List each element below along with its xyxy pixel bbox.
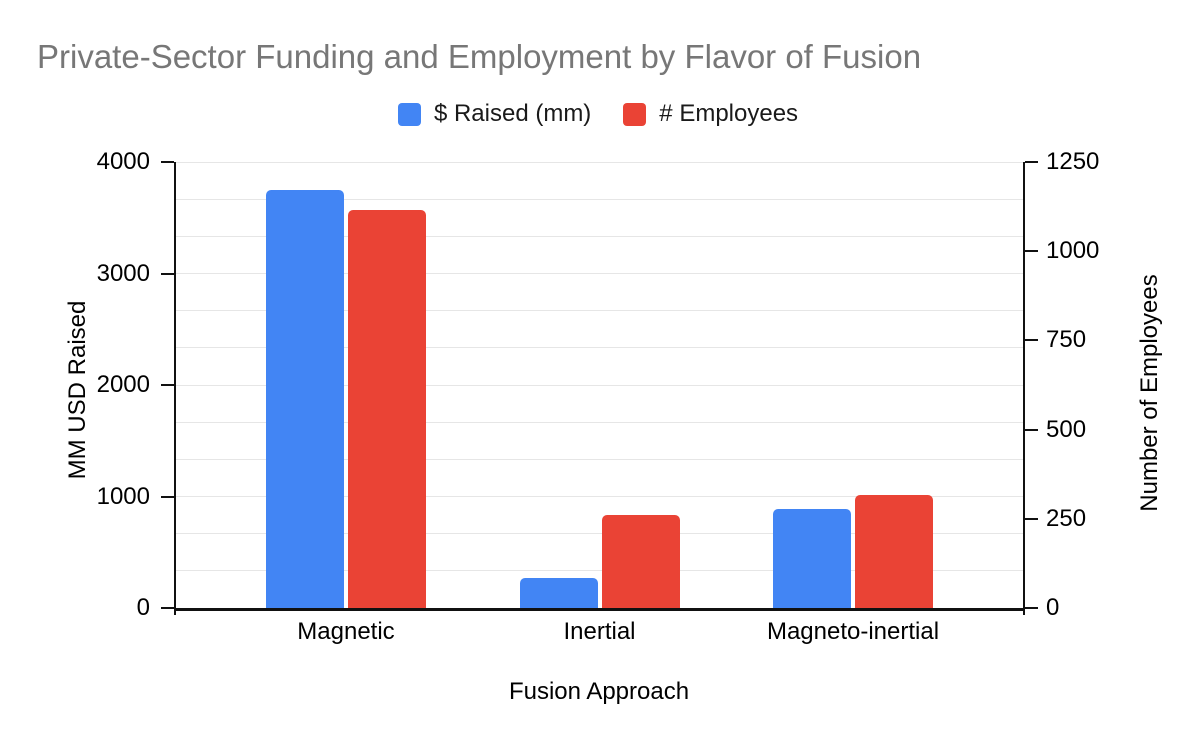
legend-item-employees[interactable]: # Employees: [623, 100, 798, 128]
left-axis-tick-label: 1000: [96, 482, 150, 510]
left-axis-tick-label: 3000: [96, 259, 150, 287]
legend-label-raised: $ Raised (mm): [433, 100, 592, 127]
x-axis-title: Fusion Approach: [508, 678, 690, 705]
right-axis-tick-label: 500: [1046, 415, 1087, 443]
gridline: [176, 533, 1023, 535]
right-axis-tick-label: 0: [1046, 594, 1060, 621]
gridline: [176, 235, 1023, 237]
left-axis-line: [174, 162, 176, 608]
left-axis-title: MM USD Raised: [64, 300, 91, 480]
left-axis-tick: [161, 384, 174, 386]
gridline: [176, 496, 1023, 497]
right-axis-tick: [1025, 517, 1038, 520]
gridline: [176, 273, 1023, 274]
bar-inertial-employees[interactable]: [601, 515, 680, 608]
legend-swatch-employees: [623, 102, 647, 126]
x-axis-line: [174, 608, 1025, 611]
bar-magnetic-employees[interactable]: [348, 210, 426, 608]
left-axis-tick-label: 4000: [96, 148, 150, 175]
right-axis-line: [1023, 162, 1025, 608]
right-axis-tick: [1025, 607, 1038, 609]
right-axis-tick: [1025, 161, 1038, 163]
plot-area: 0 1000 2000 3000 4000 0 250 500 750 1000 1250 Magne…: [97, 150, 1100, 646]
bar-magneto-inertial-employees[interactable]: [855, 494, 933, 608]
left-axis-tick-label: 0: [136, 594, 150, 621]
bar-magnetic-raised[interactable]: [266, 189, 344, 608]
right-axis-tick: [1025, 428, 1038, 431]
right-axis-tick-label: 250: [1046, 504, 1087, 532]
gridline: [176, 347, 1023, 349]
left-axis-tick: [161, 161, 174, 163]
right-axis-tick: [1025, 339, 1038, 342]
category-label-inertial: Inertial: [563, 618, 636, 645]
gridline: [176, 198, 1023, 200]
gridline: [176, 310, 1023, 312]
legend-label-employees: # Employees: [659, 100, 799, 127]
gridline: [176, 384, 1023, 386]
legend: $ Raised (mm) # Employees: [0, 99, 1196, 129]
left-axis-tick: [161, 607, 174, 609]
left-axis-tick-label: 2000: [96, 371, 150, 398]
category-label-magneto-inertial: Magneto-inertial: [766, 618, 940, 645]
legend-item-raised[interactable]: $ Raised (mm): [397, 100, 592, 128]
right-axis-tick-label: 1000: [1046, 237, 1100, 265]
x-axis-edge-tick: [1023, 608, 1025, 615]
left-axis-tick: [161, 272, 174, 275]
gridline: [176, 161, 1023, 163]
x-axis-edge-tick: [174, 608, 176, 615]
right-axis-title: Number of Employees: [1136, 274, 1163, 512]
right-axis-tick: [1025, 250, 1038, 253]
gridline: [176, 570, 1023, 572]
right-axis-tick-label: 750: [1046, 326, 1087, 354]
left-axis-tick: [161, 495, 174, 498]
gridline: [176, 458, 1023, 460]
chart-title: Private-Sector Funding and Employment by…: [37, 38, 922, 75]
right-axis-tick-label: 1250: [1046, 148, 1100, 175]
gridline: [176, 421, 1023, 423]
bar-magneto-inertial-raised[interactable]: [773, 508, 851, 608]
category-label-magnetic: Magnetic: [297, 618, 395, 645]
bar-inertial-raised[interactable]: [519, 578, 598, 608]
legend-swatch-raised: [397, 102, 421, 126]
